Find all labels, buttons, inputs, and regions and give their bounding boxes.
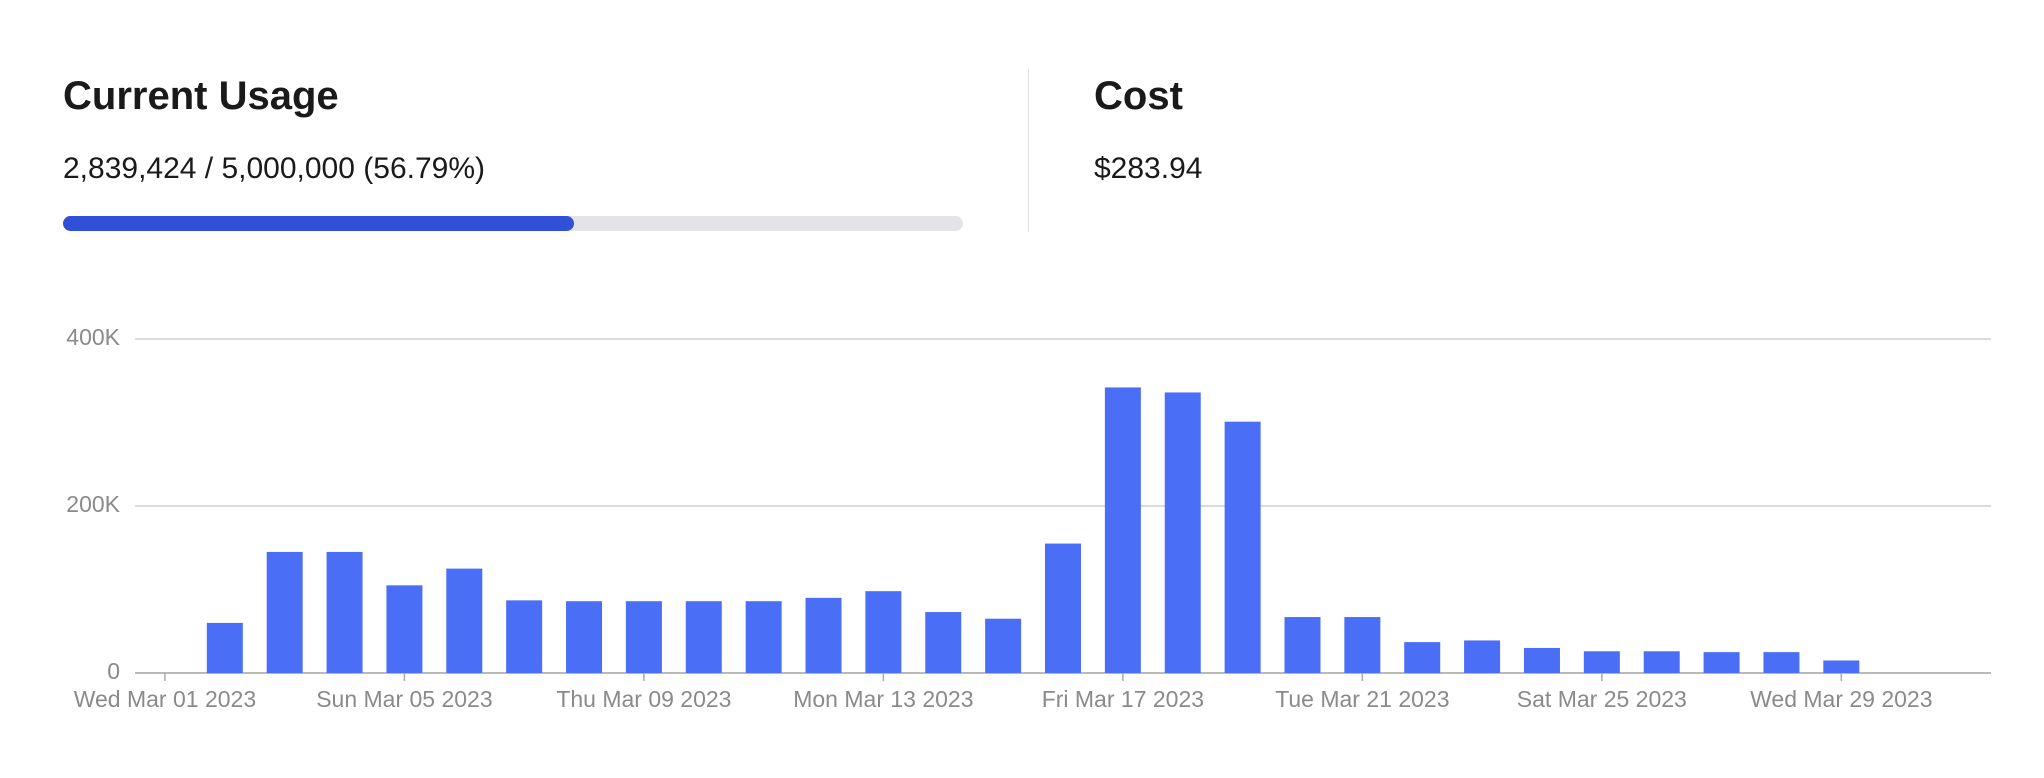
bar (925, 612, 962, 673)
x-tick-label: Tue Mar 21 2023 (1275, 686, 1449, 712)
x-tick-label: Thu Mar 09 2023 (556, 686, 731, 712)
bar (805, 597, 842, 673)
y-tick-label: 200K (66, 491, 120, 517)
divider (1028, 69, 1029, 232)
x-tick-label: Wed Mar 29 2023 (1750, 686, 1932, 712)
bar (386, 585, 423, 673)
cost-label: $283.94 (1094, 152, 1203, 185)
bar (985, 618, 1022, 673)
bar (1404, 642, 1441, 673)
usage-label: 2,839,424 / 5,000,000 (56.79%) (63, 152, 485, 185)
bar (506, 600, 543, 673)
x-tick-label: Sun Mar 05 2023 (316, 686, 492, 712)
bar (625, 601, 662, 673)
bar (1643, 651, 1680, 673)
bar (1823, 660, 1860, 673)
bar (745, 601, 782, 673)
bar (1583, 651, 1620, 673)
bar (206, 622, 243, 673)
bar (1104, 387, 1141, 673)
usage-title: Current Usage (63, 74, 339, 118)
bar (1464, 640, 1501, 673)
cost-title: Cost (1094, 74, 1183, 118)
bar (1703, 652, 1740, 673)
x-tick-label: Fri Mar 17 2023 (1042, 686, 1204, 712)
progress-track (63, 216, 963, 231)
bar (566, 601, 603, 673)
bar (1344, 617, 1381, 673)
bar (685, 601, 722, 673)
bar (326, 551, 363, 673)
y-tick-label: 400K (66, 324, 120, 350)
y-tick-label: 0 (107, 658, 120, 684)
progress-fill (63, 216, 575, 231)
bar (1523, 647, 1560, 673)
x-tick-label: Mon Mar 13 2023 (793, 686, 973, 712)
bar (1224, 421, 1261, 673)
bar (446, 568, 483, 673)
bar (266, 551, 303, 673)
bar (1164, 392, 1201, 673)
bar (1045, 543, 1081, 673)
x-tick-label: Wed Mar 01 2023 (74, 686, 256, 712)
x-tick-label: Sat Mar 25 2023 (1517, 686, 1687, 712)
bar (1284, 617, 1321, 673)
bar (1763, 652, 1800, 673)
bar (865, 591, 902, 673)
